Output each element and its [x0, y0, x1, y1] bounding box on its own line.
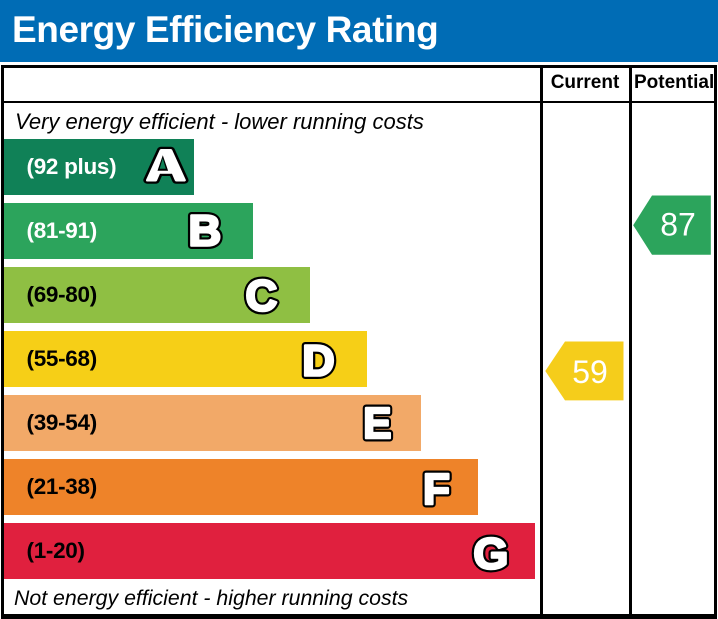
svg-text:F: F	[423, 465, 450, 514]
svg-text:B: B	[189, 207, 222, 255]
svg-text:C: C	[246, 271, 278, 320]
svg-text:87: 87	[660, 207, 696, 243]
svg-text:C: C	[246, 271, 278, 320]
svg-text:G: G	[473, 530, 508, 579]
svg-text:E: E	[363, 399, 391, 448]
svg-text:D: D	[302, 337, 334, 386]
svg-text:D: D	[302, 337, 334, 386]
svg-text:F: F	[423, 465, 450, 514]
svg-text:A: A	[146, 140, 185, 190]
svg-text:B: B	[189, 207, 222, 255]
svg-text:E: E	[363, 399, 391, 448]
svg-text:59: 59	[572, 354, 608, 390]
svg-text:G: G	[473, 530, 508, 579]
